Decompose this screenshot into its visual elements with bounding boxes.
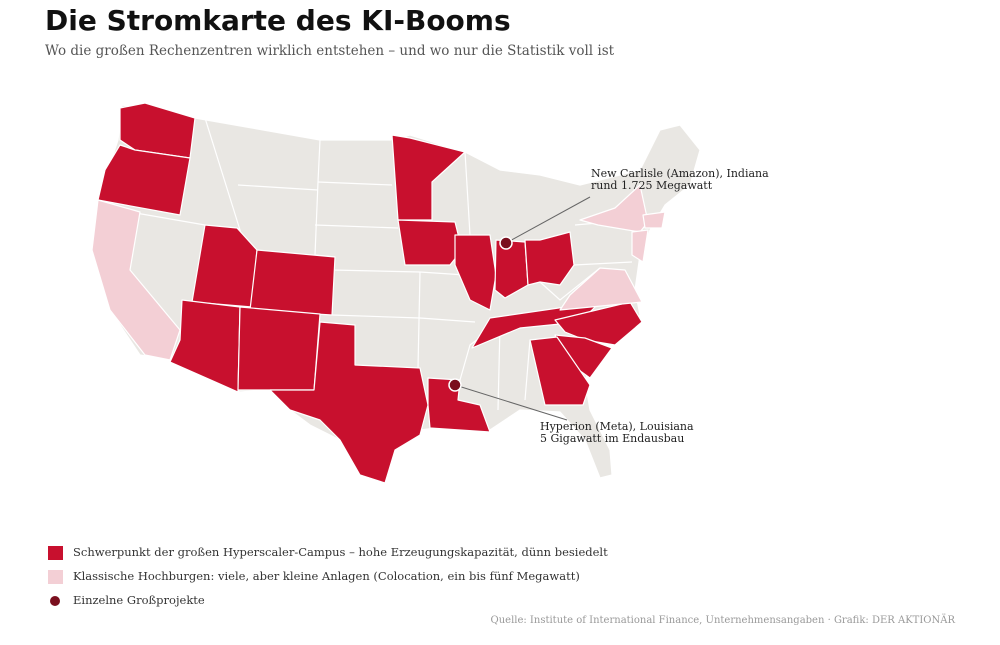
legend-swatch: [48, 546, 63, 560]
state: [91, 199, 181, 361]
annotation: New Carlisle (Amazon), Indiana: [591, 167, 769, 180]
state: [494, 239, 529, 299]
state: [559, 267, 643, 311]
project-dot: [499, 236, 513, 250]
state: [169, 299, 241, 393]
annotation: rund 1.725 Megawatt: [591, 179, 713, 192]
state: [237, 306, 321, 391]
hyperscaler-states: [97, 102, 643, 484]
state: [524, 231, 575, 286]
state: [454, 234, 497, 311]
state: [529, 336, 591, 406]
state: [397, 219, 463, 266]
legend-label: Klassische Hochburgen: viele, aber klein…: [73, 569, 580, 583]
legend-swatch: [48, 570, 63, 584]
project-dot: [448, 378, 462, 392]
annotation: Hyperion (Meta), Louisiana: [540, 420, 694, 433]
state: [642, 211, 666, 229]
subtitle: Wo die großen Rechenzentren wirklich ent…: [45, 43, 615, 59]
state: [269, 321, 429, 484]
state: [97, 144, 191, 216]
title: Die Stromkarte des KI-Booms: [45, 4, 511, 37]
legend-label: Schwerpunkt der großen Hyperscaler-Campu…: [73, 545, 608, 559]
us-map: [91, 102, 701, 484]
source: Quelle: Institute of International Finan…: [491, 614, 956, 626]
legend: Schwerpunkt der großen Hyperscaler-Campu…: [48, 545, 608, 607]
leader-line: [505, 196, 591, 244]
classic-states: [91, 184, 666, 361]
state: [249, 249, 336, 316]
legend-swatch: [50, 596, 60, 606]
annotation: 5 Gigawatt im Endausbau: [540, 432, 684, 445]
leader-line: [454, 384, 568, 421]
legend-label: Einzelne Großprojekte: [73, 593, 205, 607]
state: [631, 229, 649, 263]
